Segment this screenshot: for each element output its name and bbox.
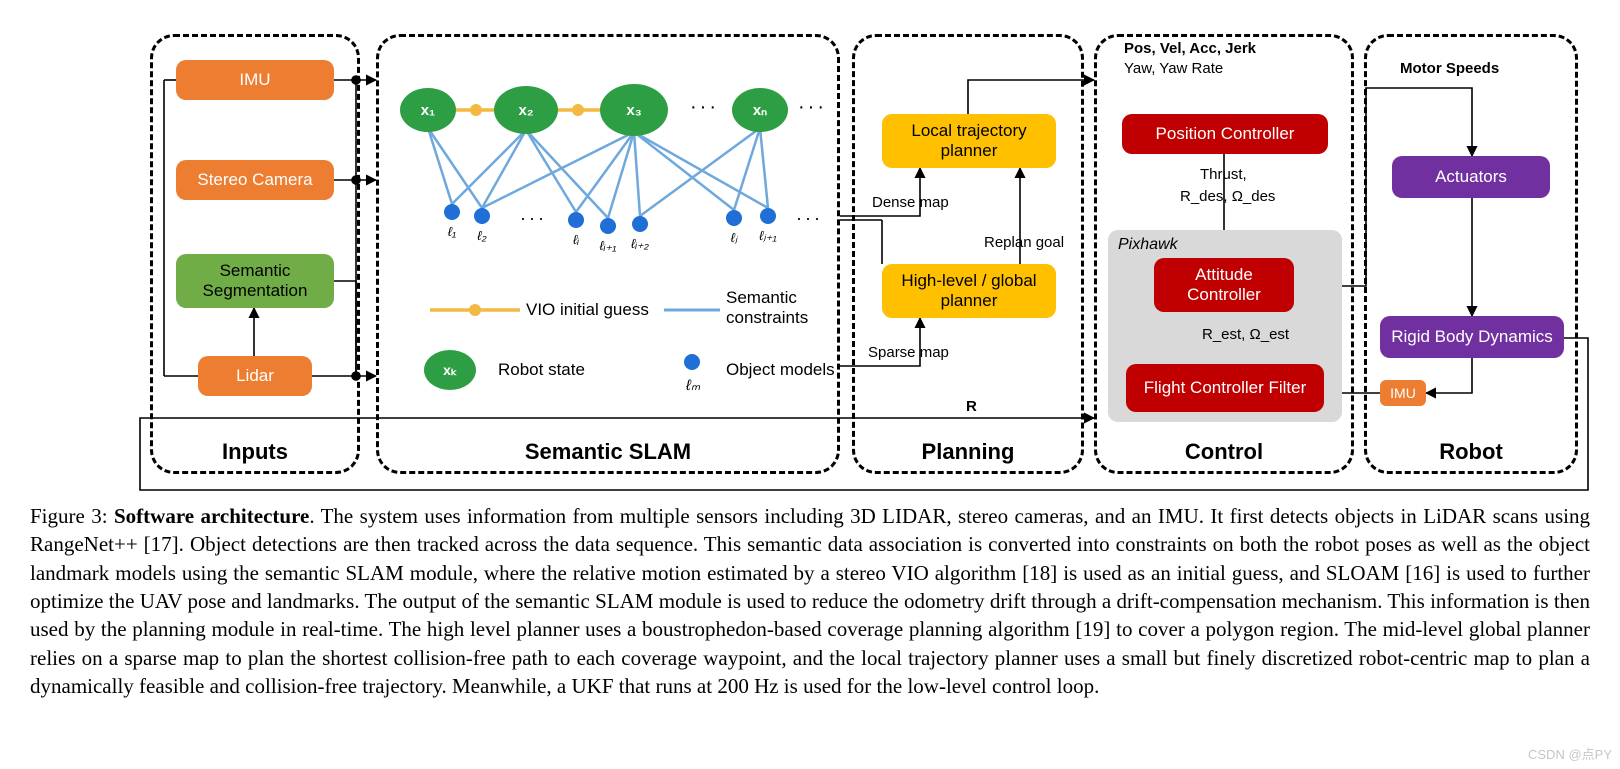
legend-vio: VIO initial guess: [526, 300, 649, 320]
label-thrust: Thrust,: [1200, 166, 1247, 183]
svg-text:ℓᵢ: ℓᵢ: [573, 232, 579, 247]
box-stereo-camera: Stereo Camera: [176, 160, 334, 200]
box-flight-controller-filter: Flight Controller Filter: [1126, 364, 1324, 412]
svg-text:ℓⱼ: ℓⱼ: [731, 230, 738, 245]
box-rigid-body-dynamics: Rigid Body Dynamics: [1380, 316, 1564, 358]
box-position-controller: Position Controller: [1122, 114, 1328, 154]
software-architecture-diagram: Inputs Semantic SLAM Planning Control Ro…: [20, 10, 1600, 490]
ellipsis-r: ···: [796, 208, 823, 229]
label-rest: R_est, Ω_est: [1202, 326, 1289, 343]
svg-text:ℓⱼ₊₁: ℓⱼ₊₁: [759, 228, 776, 243]
figure-caption: Figure 3: Software architecture. The sys…: [30, 502, 1590, 700]
ellipsis-top: ···: [690, 96, 719, 119]
legend-obj-sym: ℓₘ: [686, 376, 700, 394]
svg-text:x₃: x₃: [626, 102, 641, 119]
svg-text:ℓ₁: ℓ₁: [448, 224, 456, 239]
rdes-text: R_des, Ω_des: [1180, 188, 1275, 205]
box-lidar: Lidar: [198, 356, 312, 396]
box-actuators: Actuators: [1392, 156, 1550, 198]
box-local-trajectory-planner: Local trajectory planner: [882, 114, 1056, 168]
legend-sem: Semantic constraints: [726, 288, 836, 329]
label-sparse-map: Sparse map: [868, 344, 949, 361]
svg-text:xₙ: xₙ: [753, 102, 767, 119]
caption-text: . The system uses information from multi…: [30, 504, 1590, 698]
label-control-header: Pos, Vel, Acc, Jerk: [1124, 40, 1324, 57]
svg-text:ℓᵢ₊₁: ℓᵢ₊₁: [600, 238, 617, 253]
box-attitude-controller: Attitude Controller: [1154, 258, 1294, 312]
box-imu: IMU: [176, 60, 334, 100]
svg-text:x₂: x₂: [518, 102, 533, 119]
ellipsis-l: ···: [520, 208, 547, 229]
ellipsis-top2: ···: [798, 96, 827, 119]
svg-text:x₁: x₁: [421, 102, 436, 119]
label-control-header2: Yaw, Yaw Rate: [1124, 60, 1324, 77]
label-rdes: R_des, Ω_des: [1180, 188, 1275, 205]
svg-text:xₖ: xₖ: [443, 362, 457, 378]
legend-state: Robot state: [498, 360, 585, 380]
box-global-planner: High-level / global planner: [882, 264, 1056, 318]
label-replan-goal: Replan goal: [984, 234, 1064, 251]
svg-text:ℓᵢ₊₂: ℓᵢ₊₂: [631, 236, 649, 251]
box-semantic-segmentation: Semantic Segmentation: [176, 254, 334, 308]
label-dense-map: Dense map: [872, 194, 949, 211]
label-R: R: [966, 398, 977, 415]
watermark: CSDN @点PY: [1528, 744, 1612, 763]
svg-text:ℓ₂: ℓ₂: [477, 228, 486, 243]
label-motor-speeds: Motor Speeds: [1400, 60, 1499, 77]
legend-obj: Object models: [726, 360, 835, 380]
box-imu-feedback: IMU: [1380, 380, 1426, 406]
